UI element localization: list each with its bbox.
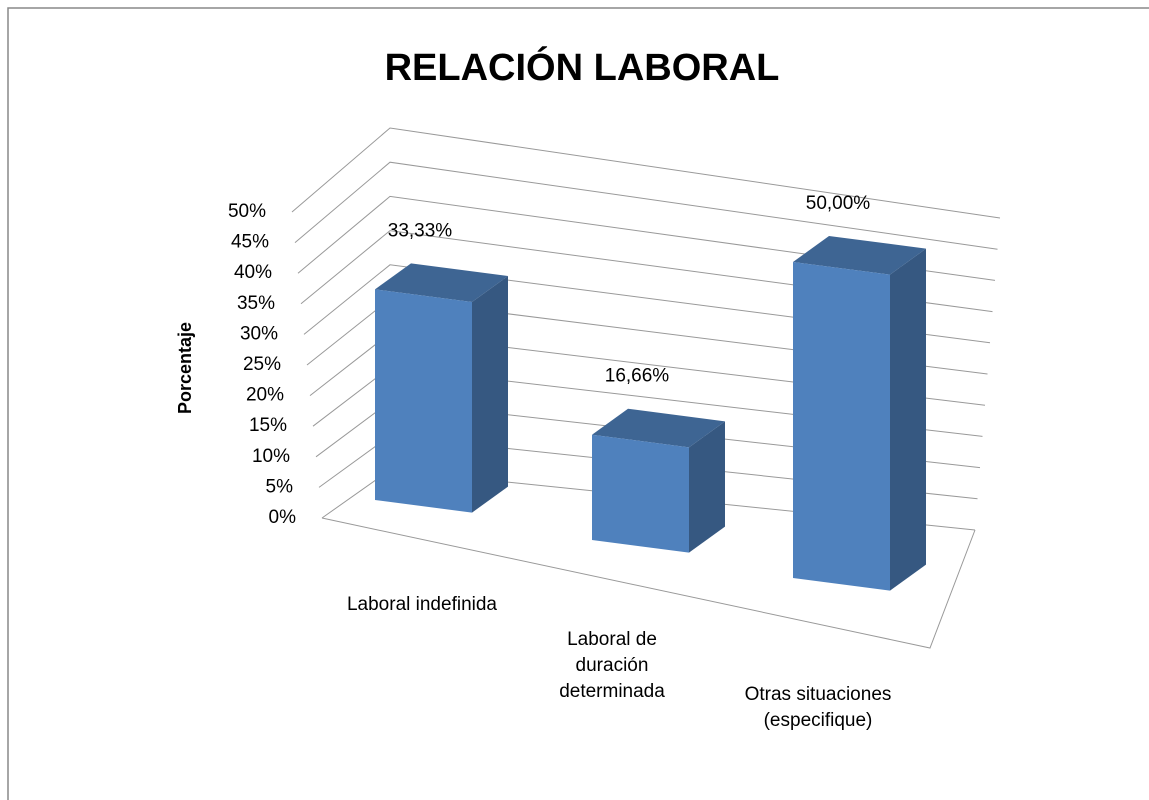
chart-border (7, 7, 1149, 800)
y-tick-label: 15% (249, 415, 287, 436)
bar-side (689, 421, 725, 553)
x-tick-label: Laboral indefinida (346, 594, 497, 615)
x-tick-label: Laboral de duración determinada (559, 629, 665, 702)
bar-side (472, 275, 508, 513)
y-tick-label: 40% (234, 262, 272, 283)
grid-line (294, 161, 998, 250)
y-tick-label: 30% (240, 323, 278, 344)
data-label: 50,00% (806, 193, 871, 214)
grid-line (297, 195, 996, 281)
y-tick-label: 25% (243, 354, 281, 375)
y-tick-label: 20% (246, 385, 284, 406)
grid-line (291, 127, 1001, 219)
bar (793, 262, 890, 591)
bar (375, 289, 472, 513)
bar (592, 434, 689, 553)
x-tick-label: Otras situaciones (especifique) (744, 684, 892, 731)
y-axis-title: Porcentaje (175, 322, 195, 414)
y-tick-label: 35% (237, 293, 275, 314)
bar-side (890, 248, 926, 591)
y-tick-label: 5% (266, 476, 294, 497)
y-tick-label: 50% (228, 201, 266, 222)
data-label: 16,66% (605, 366, 670, 387)
grid-line (303, 264, 991, 344)
chart-title: RELACIÓN LABORAL (385, 45, 780, 89)
y-tick-label: 45% (231, 232, 269, 253)
bar-top (793, 236, 926, 275)
bar-top (375, 263, 508, 302)
y-tick-label: 10% (252, 446, 290, 467)
floor-edge (321, 517, 976, 649)
grid-line (300, 230, 993, 313)
y-tick-label: 0% (269, 507, 297, 528)
data-label: 33,33% (388, 220, 453, 241)
bar-top (592, 408, 725, 448)
